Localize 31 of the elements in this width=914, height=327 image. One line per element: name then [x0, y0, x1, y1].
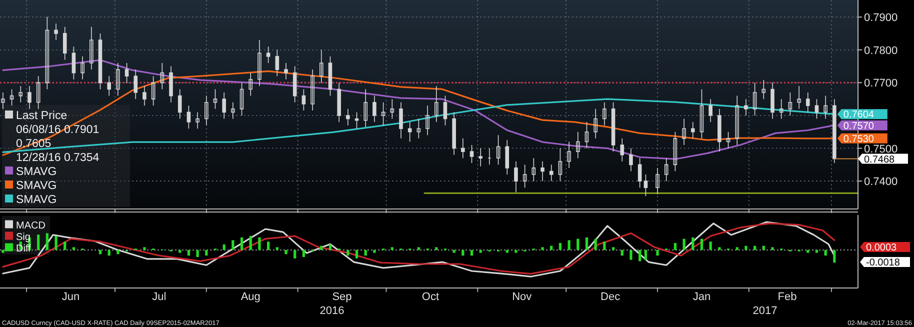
text: -0.0018: [866, 258, 900, 268]
x-tick-label: Oct: [422, 291, 440, 303]
y-tick-label: 0.7400: [864, 176, 898, 188]
y-tick-label: 0.7700: [864, 78, 898, 90]
y-tick-label: 0.7800: [864, 44, 898, 57]
x-tick-label: Feb: [778, 291, 797, 303]
x-tick-label: Jul: [152, 291, 166, 303]
legend-label: Sig: [16, 232, 30, 243]
text: 2017: [752, 305, 778, 317]
legend-label: MACD: [16, 220, 46, 232]
x-tick-label: Dec: [600, 291, 621, 303]
x-tick-label: Sep: [332, 291, 352, 303]
annotation: 0.7468: [864, 154, 896, 166]
x-tick-label: Aug: [240, 291, 260, 303]
y-tick-label: 0.7900: [864, 12, 898, 24]
legend-label: SMAVG: [16, 166, 57, 178]
legend-label: Diff: [16, 243, 32, 254]
legend-label: SMAVG: [16, 180, 57, 192]
annotation: 12/28/16 0.7354: [16, 152, 100, 164]
x-tick-label: Nov: [512, 291, 532, 303]
data-label: 0.7570: [843, 120, 874, 132]
x-tick-label: Jun: [62, 291, 80, 303]
data-label: 0.7530: [843, 134, 874, 145]
y-tick-label: 0.7500: [864, 143, 898, 156]
x-tick-label: Jan: [692, 291, 711, 303]
annotation: 06/08/16 0.7901: [16, 124, 100, 136]
data-label: 0.7604: [843, 110, 874, 121]
legend-label: SMAVG: [16, 194, 57, 206]
text: 0.0003: [866, 242, 898, 254]
text: 2016: [320, 305, 344, 317]
legend-label: Last Price: [16, 110, 68, 122]
